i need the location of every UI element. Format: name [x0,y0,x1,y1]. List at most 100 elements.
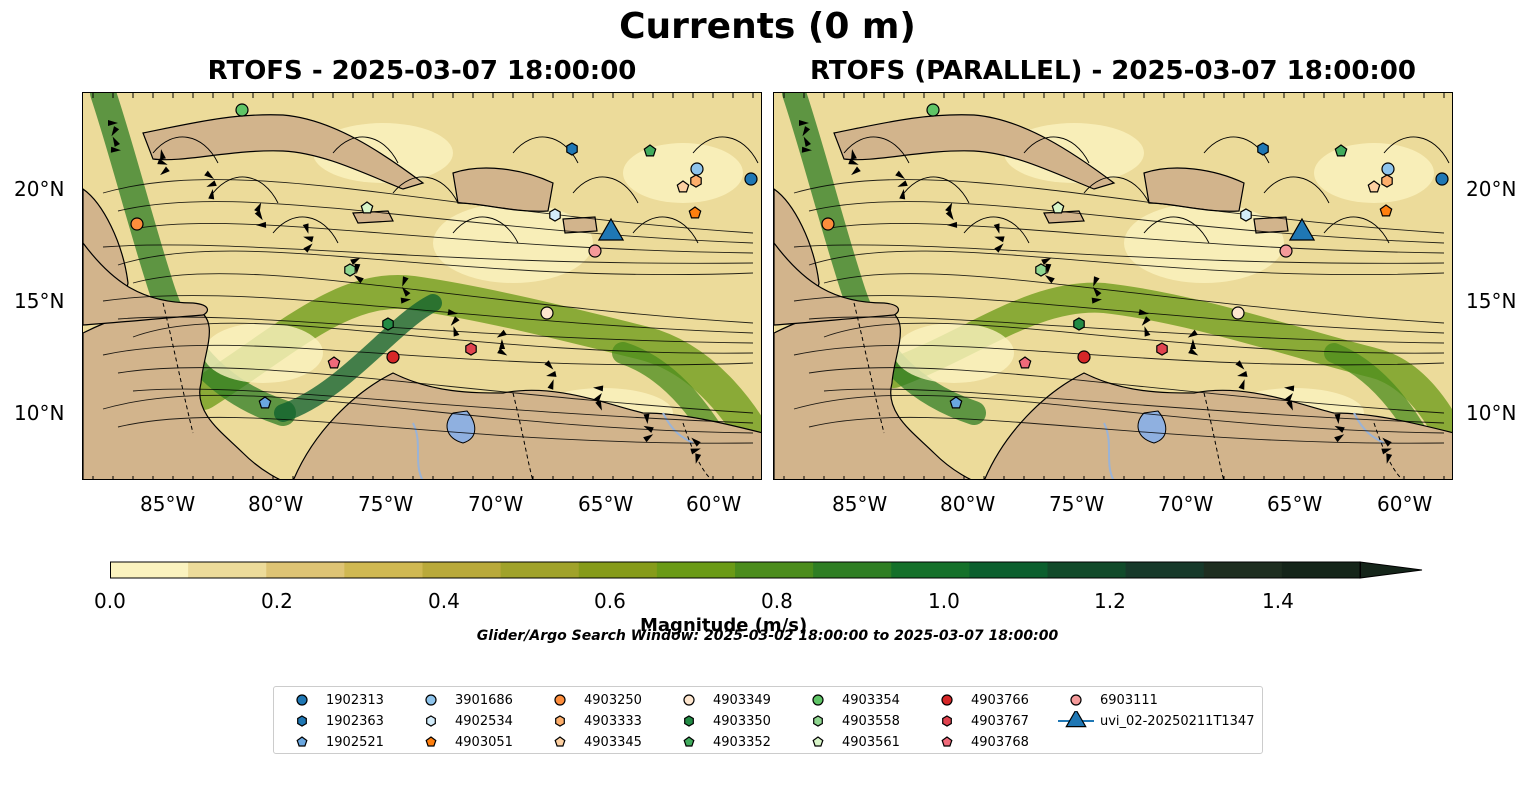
streamline-arrow [1138,309,1149,316]
current-jet [90,93,296,426]
streamline [272,216,339,244]
legend-symbol [942,715,952,727]
legend-symbol [426,715,436,727]
legend-label: 4903558 [842,714,900,729]
colorbar-tick-label: 0.0 [94,589,126,613]
right-lon-label: 85°W [832,492,888,516]
float-marker [588,244,602,258]
calm-area [623,143,743,203]
streamline [823,222,1445,254]
streamline [843,136,910,164]
streamline-arrow [302,223,309,234]
left-lon-label: 85°W [140,492,196,516]
left-lon-label: 60°W [686,492,742,516]
colorbar-bar [110,561,1423,579]
streamline [212,176,279,204]
streamline-arrow [1284,385,1295,392]
streamline [793,394,1445,434]
colorbar-segment [969,562,1048,578]
float-marker [540,306,554,320]
colorbar-segment [1047,562,1127,578]
figure-title: Currents (0 m) [619,6,916,47]
streamline-arrow [1382,437,1392,447]
streamline-arrow [643,434,654,443]
streamline-arrow [801,146,812,153]
calm-area [1314,143,1434,203]
legend-symbol [297,715,307,727]
float-marker [235,103,249,117]
legend-marker [813,715,823,727]
legend: 1902313 1902363 1902521 3901686 4902534 49030… [273,686,1263,754]
left-lat-label: 20°N [14,177,65,201]
streamline-arrow [945,202,953,213]
streamline-arrow [1092,287,1102,297]
streamline-arrow [160,166,170,176]
legend-symbol [425,694,437,706]
streamline [332,136,399,164]
left-lon-label: 75°W [358,492,414,516]
streamline-arrow [1188,347,1199,356]
streamline [692,136,759,164]
colorbar-title: Magnitude (m/s) [640,615,808,636]
river [1103,422,1115,479]
legend-symbol [941,694,953,706]
streamline-arrow [690,448,701,455]
legend-symbol [296,736,308,747]
legend-label: 1902363 [326,714,384,729]
legend-label: 4903345 [584,735,642,750]
legend-symbol [941,736,953,747]
streamline-arrow [695,453,702,464]
streamline-arrow [895,170,905,180]
legend-marker [426,715,436,727]
float-marker [1051,201,1065,214]
right-lat-label: 15°N [1466,289,1517,313]
colorbar-segment [1281,562,1361,578]
legend-marker [683,694,695,706]
streamline-arrow [111,126,120,137]
streamline [132,388,754,424]
legend-symbol [1065,711,1087,728]
legend-marker [555,715,565,727]
colorbar-segment [110,562,189,578]
legend-symbol [296,694,308,706]
streamline [117,250,754,276]
colorbar-segment [500,562,580,578]
float-marker [549,208,561,222]
colorbar-tick-label: 1.0 [928,589,960,613]
streamline-arrow [593,385,604,392]
streamline-arrow [256,221,267,228]
left-lat-label: 15°N [14,289,65,313]
streamline-arrow [108,120,118,126]
river [412,422,424,479]
streamline-arrow [402,276,409,287]
streamline-arrow [1334,434,1345,443]
float-marker [382,317,394,331]
streamline [132,322,754,354]
float-marker [597,217,625,241]
colorbar-tick-label: 0.8 [761,589,793,613]
land [352,210,394,224]
legend-label: 4903561 [842,735,900,750]
colorbar-outline [110,561,1361,579]
float-marker [821,217,835,231]
float-marker [1257,142,1269,156]
colorbar-extend-arrow [1359,561,1423,579]
legend-marker [812,736,824,747]
float-marker [1367,180,1381,193]
float-marker [1018,356,1032,369]
float-marker [1240,208,1252,222]
legend-marker [425,736,437,747]
streamline-arrow [400,297,411,304]
left-map-canvas [83,93,761,479]
colorbar-tick-label: 1.2 [1094,589,1126,613]
streamline-arrow [643,413,650,424]
colorbar-segment [813,562,892,578]
float-marker [1381,174,1393,188]
lake-maracaibo [1137,410,1167,444]
streamline-arrow [994,236,1005,243]
right-map-canvas [774,93,1452,479]
land [1043,210,1085,224]
colorbar-segment [266,562,345,578]
streamline [808,316,1445,344]
legend-symbol [812,736,824,747]
